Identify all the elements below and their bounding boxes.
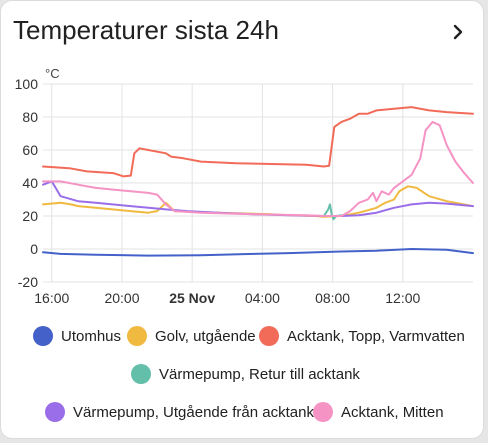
legend-label: Värmepump, Retur till acktank [159,365,360,383]
x-tick-label: 04:00 [245,290,280,306]
chart-series [42,106,474,257]
legend-label: Golv, utgående [155,327,256,345]
series-line-0 [42,248,474,257]
chevron-right-icon[interactable] [447,19,469,45]
series-line-5 [42,120,474,217]
legend-label: Acktank, Topp, Varmvatten [287,327,465,345]
y-tick-label: 100 [15,76,39,92]
legend-label: Värmepump, Utgående från acktank [73,403,314,421]
y-tick-label: 60 [22,142,38,158]
legend-item-golv[interactable]: Golv, utgående [127,326,256,346]
legend-item-utomhus[interactable]: Utomhus [33,326,121,346]
y-unit-label: °C [45,66,60,81]
legend-item-varmepump-utgaende[interactable]: Värmepump, Utgående från acktank [45,402,314,422]
legend-dot [33,326,53,346]
legend-dot [127,326,147,346]
series-line-1 [42,185,474,218]
y-axis: 100 80 60 40 20 0 -20 [15,76,39,290]
chart-grid [43,83,473,283]
y-tick-label: 20 [22,208,38,224]
y-tick-label: 80 [22,109,38,125]
legend-dot [131,364,151,384]
x-tick-label: 25 Nov [169,290,215,306]
legend-label: Utomhus [61,327,122,345]
y-tick-label: 40 [22,175,38,191]
legend-dot [313,402,333,422]
card-title: Temperaturer sista 24h [13,15,279,45]
y-tick-label: 0 [30,241,38,257]
legend-dot [259,326,279,346]
legend-dot [45,402,65,422]
temperature-chart: °C 100 80 60 40 20 0 -20 16:00 20:00 25 Nov 04:00… [15,66,474,306]
x-tick-label: 16:00 [34,290,69,306]
y-tick-label: -20 [18,274,38,290]
legend-label: Acktank, Mitten [341,403,444,421]
legend-item-acktank-mitten[interactable]: Acktank, Mitten [313,402,444,422]
x-tick-label: 08:00 [315,290,350,306]
x-tick-label: 20:00 [104,290,139,306]
series-line-2 [42,106,474,178]
x-axis: 16:00 20:00 25 Nov 04:00 08:00 12:00 [34,290,420,306]
x-tick-label: 12:00 [385,290,420,306]
legend-item-varmepump-retur[interactable]: Värmepump, Retur till acktank [131,364,360,384]
legend-item-acktank-topp[interactable]: Acktank, Topp, Varmvatten [259,326,465,346]
